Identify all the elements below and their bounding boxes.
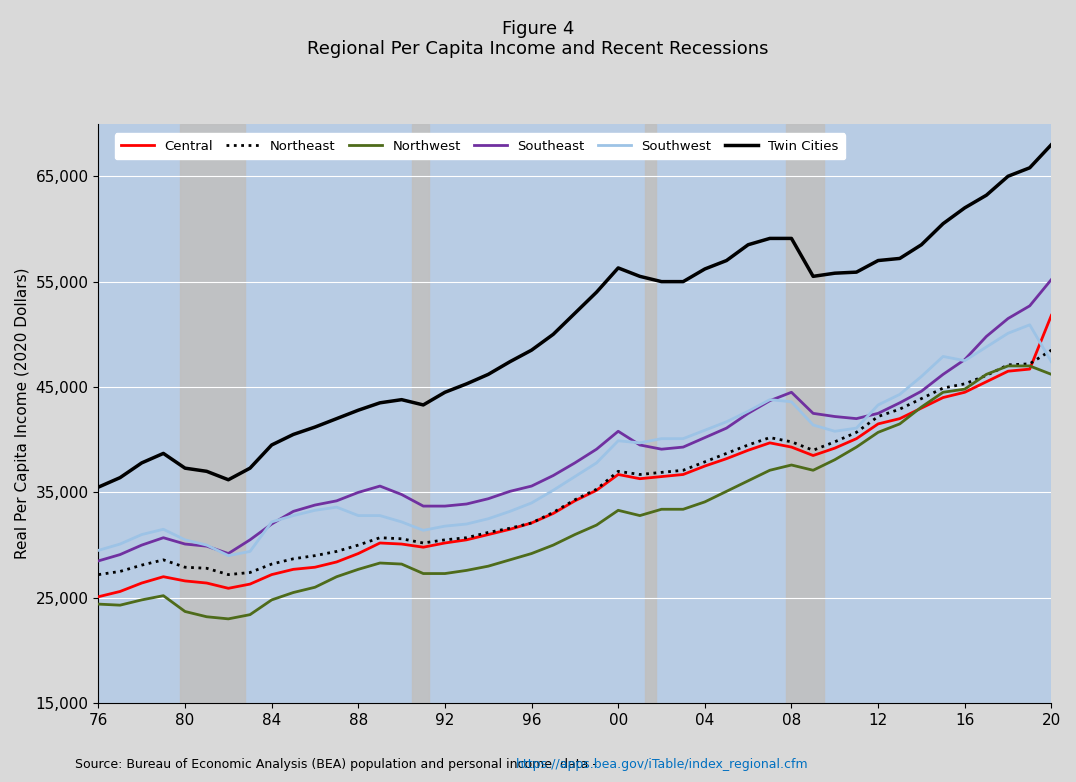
Y-axis label: Real Per Capita Income (2020 Dollars): Real Per Capita Income (2020 Dollars) (15, 267, 30, 559)
Bar (180, 124, 244, 703)
Text: https://apps.bea.gov/iTable/index_regional.cfm: https://apps.bea.gov/iTable/index_region… (515, 758, 808, 771)
Bar (787, 124, 824, 703)
Bar (646, 124, 656, 703)
Bar (412, 124, 428, 703)
Legend: Central, Northeast, Northwest, Southeast, Southwest, Twin Cities: Central, Northeast, Northwest, Southeast… (114, 133, 845, 160)
Text: Source: Bureau of Economic Analysis (BEA) population and personal income  data -: Source: Bureau of Economic Analysis (BEA… (75, 758, 601, 771)
Text: Figure 4
Regional Per Capita Income and Recent Recessions: Figure 4 Regional Per Capita Income and … (308, 20, 768, 59)
